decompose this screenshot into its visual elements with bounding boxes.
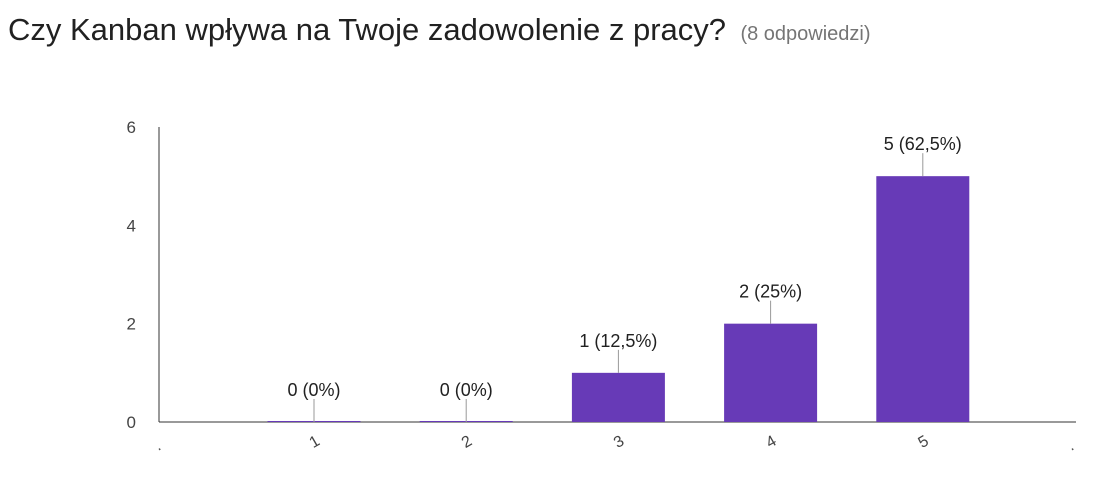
x-tick-label: 5 (915, 433, 931, 452)
y-tick-label: 6 (127, 118, 136, 137)
bar-3 (571, 372, 665, 422)
y-tick-label: 4 (127, 216, 136, 235)
data-label: 0 (0%) (440, 380, 493, 400)
y-tick-label: 2 (127, 315, 136, 334)
x-tick-label: 1 (307, 433, 323, 452)
x-tick-label: 3 (611, 433, 627, 452)
x-tick-label-end: . (1065, 438, 1077, 455)
data-label: 0 (0%) (287, 380, 340, 400)
chart-title: Czy Kanban wpływa na Twoje zadowolenie z… (8, 12, 726, 47)
data-labels: 0 (0%) 0 (0%) 1 (12,5%) 2 (25%) 5 (62,5%) (287, 134, 962, 422)
y-tick-label: 0 (127, 413, 136, 432)
x-tick-label: 4 (763, 433, 779, 452)
data-label: 1 (12,5%) (579, 331, 657, 351)
data-label: 5 (62,5%) (884, 134, 962, 154)
response-count: (8 odpowiedzi) (740, 23, 871, 45)
x-tick-label-start: . (152, 438, 164, 455)
x-tick-label: 2 (459, 433, 475, 452)
bars (267, 176, 970, 422)
chart-header: Czy Kanban wpływa na Twoje zadowolenie z… (8, 12, 871, 48)
data-label: 2 (25%) (739, 282, 802, 302)
bar-4 (724, 323, 818, 422)
bar-5 (876, 176, 970, 422)
